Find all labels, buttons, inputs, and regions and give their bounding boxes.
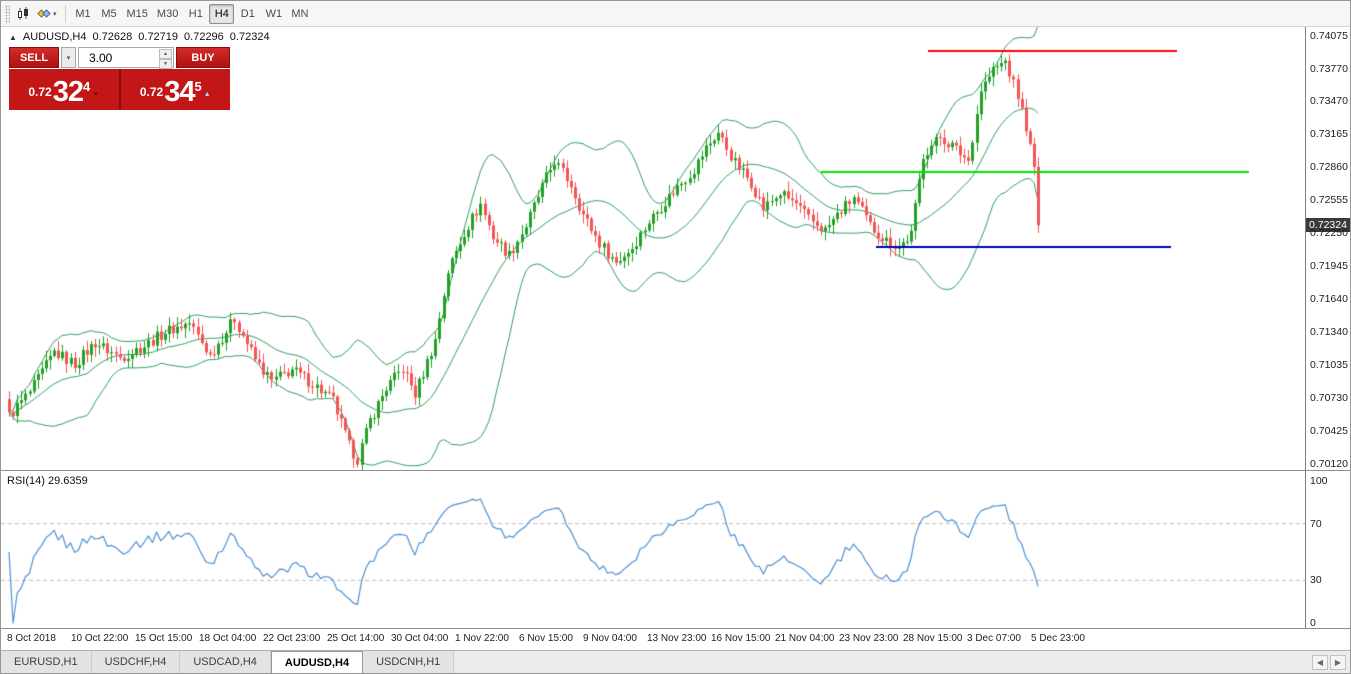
timeframe-button-mn[interactable]: MN bbox=[291, 7, 309, 20]
price-tick-label: 0.73470 bbox=[1310, 95, 1348, 108]
time-tick-label: 3 Dec 07:00 bbox=[967, 633, 1021, 644]
volume-value: 3.00 bbox=[89, 50, 113, 65]
chart-tab-usdchf-h4[interactable]: USDCHF,H4 bbox=[91, 651, 181, 673]
price-axis[interactable]: 0.72324 0.74075 0.73770 0.73470 0.73165 0.72… bbox=[1305, 27, 1350, 629]
timeframe-button-m1[interactable]: M1 bbox=[75, 7, 91, 20]
time-tick-label: 25 Oct 14:00 bbox=[327, 633, 385, 644]
high-value: 0.72719 bbox=[138, 31, 179, 43]
time-tick-label: 9 Nov 04:00 bbox=[583, 633, 637, 644]
rsi-tick-label: 0 bbox=[1310, 617, 1316, 629]
timeframe-button-m5[interactable]: M5 bbox=[101, 7, 117, 20]
open-value: 0.72628 bbox=[92, 31, 133, 43]
timeframe-button-h1[interactable]: H1 bbox=[188, 7, 203, 20]
price-tick-label: 0.70120 bbox=[1310, 457, 1348, 470]
templates-dropdown-button[interactable]: ▾ bbox=[34, 4, 60, 24]
chart-tab-usdcad-h4[interactable]: USDCAD,H4 bbox=[180, 651, 271, 673]
tab-scroll-controls: ◀ ▶ bbox=[1312, 651, 1350, 673]
tab-scroll-left-button[interactable]: ◀ bbox=[1312, 654, 1328, 670]
one-click-trading-panel: SELL ▾ 3.00 ▲ ▼ BUY 0.72 32 4 ▼ 0.72 bbox=[9, 47, 230, 110]
chart-tab-audusd-h4[interactable]: AUDUSD,H4 bbox=[270, 651, 364, 673]
time-tick-label: 16 Nov 15:00 bbox=[711, 633, 771, 644]
rsi-indicator-label: RSI(14) 29.6359 bbox=[7, 475, 88, 487]
rsi-tick-label: 70 bbox=[1310, 517, 1322, 530]
volume-preset-dropdown[interactable]: ▾ bbox=[61, 47, 76, 68]
time-tick-label: 23 Nov 23:00 bbox=[839, 633, 899, 644]
sell-button[interactable]: SELL bbox=[9, 47, 59, 68]
chart-tab-eurusd-h1[interactable]: EURUSD,H1 bbox=[1, 651, 92, 673]
ask-price-button[interactable]: 0.72 34 5 ▲ bbox=[120, 69, 230, 110]
candlestick-chart-icon[interactable] bbox=[12, 4, 34, 24]
time-axis[interactable]: 8 Oct 2018 10 Oct 22:00 15 Oct 15:00 18 Oct… bbox=[1, 628, 1350, 650]
rsi-tick-label: 30 bbox=[1310, 574, 1322, 587]
timeframe-button-m15[interactable]: M15 bbox=[126, 7, 148, 20]
ask-point: 5 bbox=[194, 79, 202, 94]
chevron-down-icon: ▾ bbox=[66, 54, 71, 62]
volume-decrease-icon[interactable]: ▼ bbox=[159, 59, 172, 69]
price-tick-label: 0.71945 bbox=[1310, 260, 1348, 273]
symbol-period-label: AUDUSD,H4 bbox=[22, 31, 87, 43]
timeframe-button-m30[interactable]: M30 bbox=[156, 7, 179, 20]
pane-resize-handle[interactable] bbox=[1, 470, 1350, 471]
ask-prefix: 0.72 bbox=[139, 85, 164, 99]
timeframe-toolbar: ▾ M1 M5 M15 M30 H1 H4 D1 W1 MN bbox=[1, 1, 1350, 27]
price-tick-label: 0.71640 bbox=[1310, 293, 1348, 306]
bid-pips: 32 bbox=[52, 76, 84, 108]
volume-field[interactable]: 3.00 ▲ ▼ bbox=[78, 47, 174, 69]
ask-pips: 34 bbox=[164, 76, 195, 108]
price-tick-label: 0.73165 bbox=[1310, 128, 1348, 141]
time-tick-label: 28 Nov 15:00 bbox=[903, 633, 963, 644]
time-tick-label: 13 Nov 23:00 bbox=[647, 633, 707, 644]
price-tick-label: 0.73770 bbox=[1310, 62, 1348, 75]
toolbar-grip[interactable] bbox=[5, 4, 10, 23]
time-tick-label: 10 Oct 22:00 bbox=[71, 633, 129, 644]
timeframe-buttons: M1 M5 M15 M30 H1 H4 D1 W1 MN bbox=[71, 3, 313, 24]
time-tick-label: 5 Dec 23:00 bbox=[1031, 633, 1085, 644]
close-value: 0.72324 bbox=[229, 31, 270, 43]
toolbar-separator bbox=[64, 4, 66, 23]
timeframe-button-d1[interactable]: D1 bbox=[240, 7, 255, 20]
price-tick-label: 0.72250 bbox=[1310, 227, 1348, 240]
ohlc-header: ▲ AUDUSD,H4 0.72628 0.72719 0.72296 0.72… bbox=[9, 31, 270, 43]
time-tick-label: 21 Nov 04:00 bbox=[775, 633, 835, 644]
tick-down-icon: ▼ bbox=[92, 91, 100, 98]
tick-up-icon: ▲ bbox=[203, 91, 211, 98]
chart-tab-usdcnh-h1[interactable]: USDCNH,H1 bbox=[363, 651, 455, 673]
low-value: 0.72296 bbox=[184, 31, 224, 43]
collapse-panel-icon[interactable]: ▲ bbox=[9, 32, 17, 42]
time-tick-label: 6 Nov 15:00 bbox=[519, 633, 573, 644]
price-tick-label: 0.70425 bbox=[1310, 424, 1348, 437]
time-tick-label: 22 Oct 23:00 bbox=[263, 633, 321, 644]
time-tick-label: 1 Nov 22:00 bbox=[455, 633, 509, 644]
bid-point: 4 bbox=[82, 79, 91, 94]
time-tick-label: 18 Oct 04:00 bbox=[199, 633, 257, 644]
timeframe-button-h4[interactable]: H4 bbox=[209, 3, 235, 24]
price-tick-label: 0.71035 bbox=[1310, 358, 1348, 371]
price-tick-label: 0.70730 bbox=[1310, 391, 1348, 404]
bid-prefix: 0.72 bbox=[28, 85, 52, 99]
price-tick-label: 0.72555 bbox=[1310, 194, 1348, 207]
time-tick-label: 8 Oct 2018 bbox=[7, 633, 56, 644]
price-tick-label: 0.72860 bbox=[1310, 161, 1348, 174]
current-price-badge: 0.72324 bbox=[1306, 218, 1350, 233]
timeframe-button-w1[interactable]: W1 bbox=[265, 7, 283, 20]
chevron-down-icon: ▾ bbox=[53, 10, 57, 18]
tab-scroll-right-button[interactable]: ▶ bbox=[1330, 654, 1346, 670]
chart-tabbar: EURUSD,H1 USDCHF,H4 USDCAD,H4 AUDUSD,H4 USDC… bbox=[1, 650, 1350, 673]
rsi-canvas[interactable] bbox=[1, 471, 1305, 628]
bid-price-button[interactable]: 0.72 32 4 ▼ bbox=[9, 69, 121, 110]
volume-increase-icon[interactable]: ▲ bbox=[159, 49, 172, 59]
buy-button[interactable]: BUY bbox=[176, 47, 230, 68]
price-tick-label: 0.74075 bbox=[1310, 30, 1348, 42]
rsi-tick-label: 100 bbox=[1310, 475, 1328, 487]
time-tick-label: 15 Oct 15:00 bbox=[135, 633, 193, 644]
time-tick-label: 30 Oct 04:00 bbox=[391, 633, 449, 644]
price-tick-label: 0.71340 bbox=[1310, 325, 1348, 338]
chart-tabs: EURUSD,H1 USDCHF,H4 USDCAD,H4 AUDUSD,H4 USDC… bbox=[1, 651, 455, 673]
